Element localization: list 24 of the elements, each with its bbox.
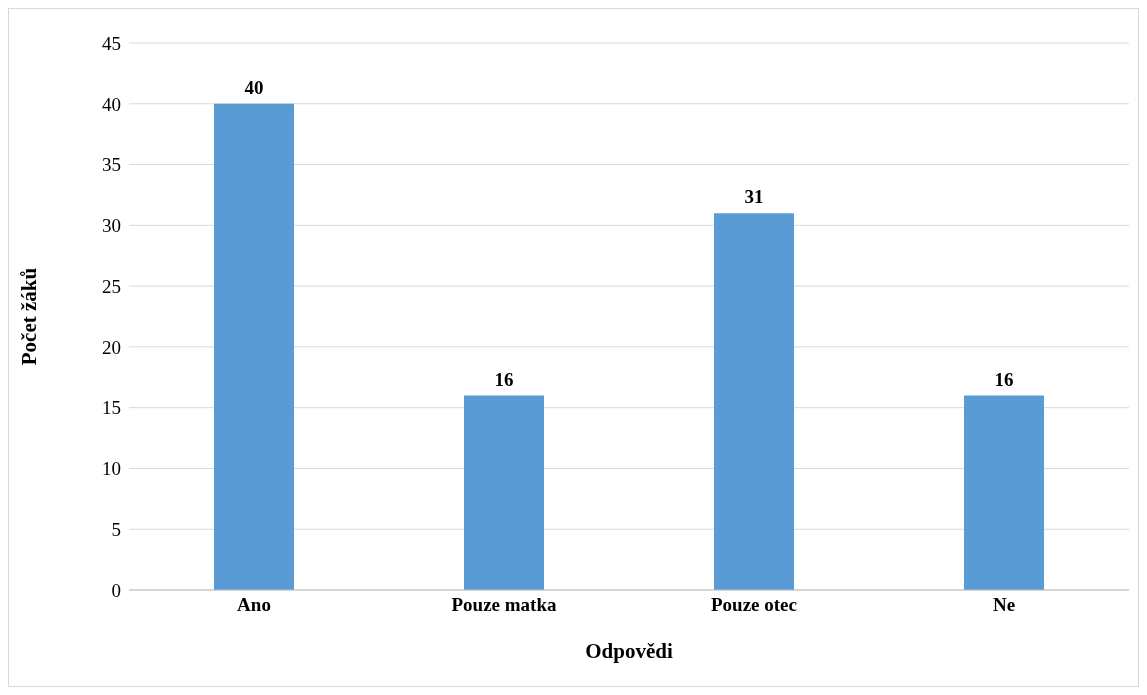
y-tick-label: 45 — [102, 32, 121, 54]
x-tick-label: Ne — [992, 594, 1016, 616]
y-tick-label: 40 — [102, 93, 121, 115]
bar — [214, 103, 294, 590]
y-tick-label: 0 — [111, 579, 121, 601]
bar — [464, 395, 544, 590]
x-axis-title: Odpovědi — [585, 639, 673, 663]
y-tick-label: 5 — [111, 518, 121, 540]
y-tick-label: 25 — [102, 275, 121, 297]
x-tick-label: Ano — [237, 594, 271, 616]
x-tick-label: Pouze otec — [711, 594, 797, 616]
bar — [714, 213, 794, 590]
y-tick-label: 30 — [102, 215, 121, 237]
x-tick-label: Pouze matka — [451, 594, 557, 616]
y-tick-label: 35 — [102, 154, 121, 176]
data-label: 31 — [744, 186, 764, 208]
bar — [964, 395, 1044, 590]
data-label: 16 — [994, 368, 1014, 390]
y-tick-label: 15 — [102, 397, 121, 419]
y-tick-label: 10 — [102, 458, 121, 480]
data-label: 40 — [244, 76, 264, 98]
y-axis-title: Počet žáků — [17, 267, 42, 366]
data-label: 16 — [494, 368, 514, 390]
y-tick-label: 20 — [102, 336, 121, 358]
